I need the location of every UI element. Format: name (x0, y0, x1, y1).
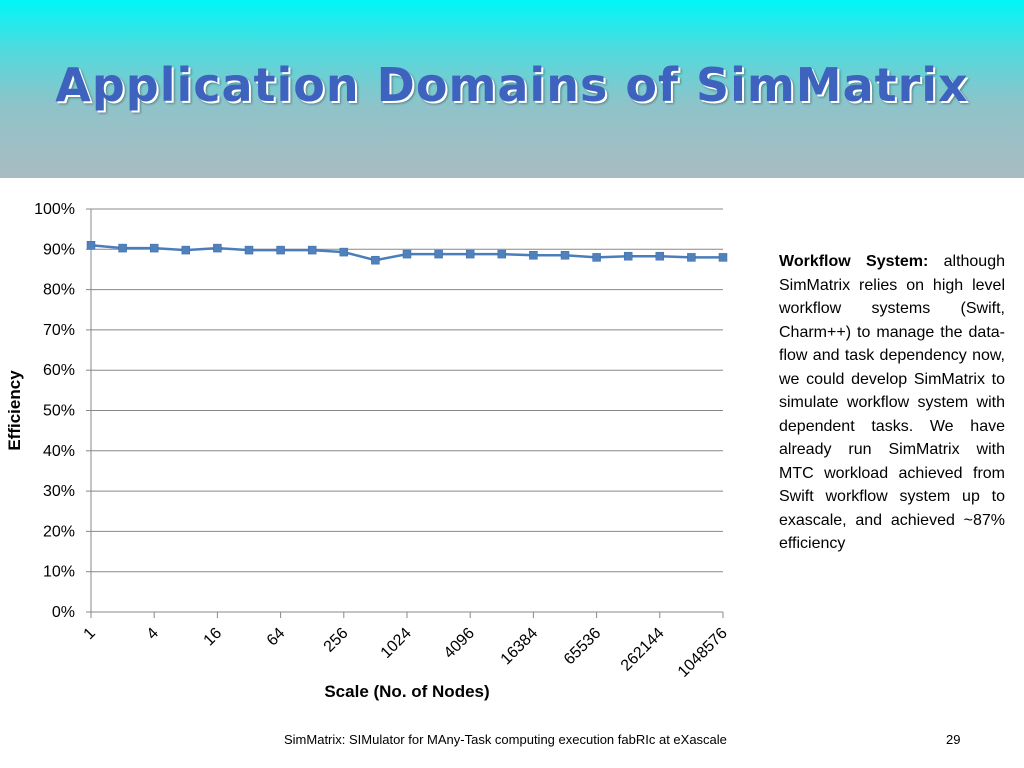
chart-axes (86, 208, 724, 618)
data-point (371, 255, 380, 265)
slide-title: Application Domains of SimMatrix (55, 58, 969, 112)
y-tick-label: 80% (43, 282, 75, 299)
data-point (339, 247, 349, 257)
data-point (402, 249, 412, 259)
x-tick-label: 65536 (561, 625, 605, 669)
x-tick-label: 16384 (498, 625, 542, 669)
data-point (560, 251, 570, 260)
data-point (623, 251, 633, 261)
data-point (149, 243, 159, 253)
data-point (687, 253, 696, 262)
y-tick-label: 100% (34, 201, 75, 218)
x-tick-label: 16 (201, 625, 226, 650)
data-point (276, 245, 285, 255)
data-point (497, 249, 507, 259)
chart-gridlines (91, 208, 723, 613)
data-point (465, 249, 475, 259)
series-efficiency (86, 241, 728, 265)
page-number: 29 (946, 732, 961, 747)
data-point (244, 245, 254, 255)
x-tick-label: 4096 (441, 625, 478, 662)
y-tick-label: 20% (43, 523, 75, 540)
data-point (118, 243, 127, 253)
y-tick-label: 50% (43, 403, 75, 420)
x-axis-label: Scale (No. of Nodes) (324, 682, 489, 701)
efficiency-line-chart: 0% 10% 20% 30% 40% 50% 60% 70% 80% 90% 100% 1 4 16 64… (5, 201, 731, 701)
title-banner (0, 0, 1024, 178)
workflow-body: although SimMatrix relies on high level … (779, 253, 1005, 552)
data-point (213, 243, 222, 253)
x-tick-label: 4 (144, 625, 162, 643)
data-point (718, 253, 728, 262)
x-tick-label: 256 (321, 625, 352, 656)
y-tick-label: 60% (43, 362, 75, 379)
x-tick-labels: 1 4 16 64 256 1024 4096 16384 65536 262144 1048576 (81, 625, 731, 681)
y-tick-label: 30% (43, 483, 75, 500)
data-point (592, 253, 601, 262)
y-tick-label: 0% (52, 604, 75, 621)
workflow-description: Workflow System: although SimMatrix reli… (779, 250, 1005, 556)
data-point (434, 249, 443, 259)
x-tick-label: 1 (81, 625, 99, 643)
data-point (181, 245, 191, 255)
data-point (86, 241, 96, 250)
y-axis-label: Efficiency (5, 370, 24, 451)
footer-text: SimMatrix: SIMulator for MAny-Task compu… (284, 732, 727, 747)
workflow-heading: Workflow System: (779, 253, 929, 270)
data-point (655, 251, 665, 261)
x-tick-label: 64 (264, 625, 289, 650)
data-point (307, 245, 317, 255)
data-point (529, 251, 538, 260)
x-tick-label: 262144 (618, 625, 668, 675)
x-tick-label: 1048576 (675, 625, 731, 681)
y-tick-label: 40% (43, 443, 75, 460)
y-tick-label: 10% (43, 564, 75, 581)
y-tick-label: 90% (43, 241, 75, 258)
y-tick-label: 70% (43, 322, 75, 339)
y-tick-labels: 0% 10% 20% 30% 40% 50% 60% 70% 80% 90% 100% (34, 201, 75, 621)
x-tick-label: 1024 (378, 625, 415, 662)
